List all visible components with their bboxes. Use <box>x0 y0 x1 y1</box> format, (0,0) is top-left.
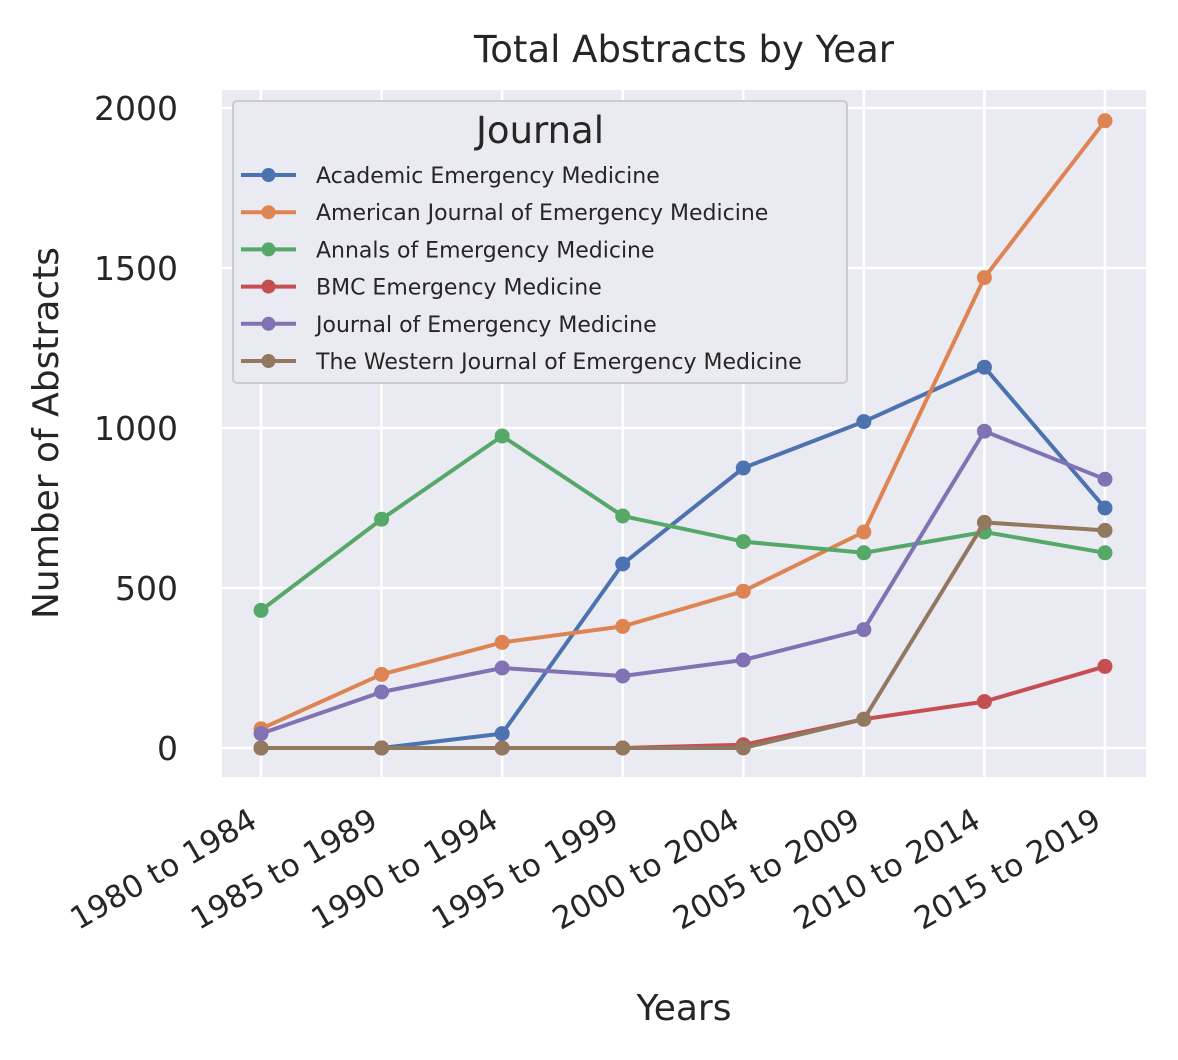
series-line <box>259 520 1107 750</box>
data-point <box>374 684 390 700</box>
y-tick-label: 1000 <box>94 409 178 448</box>
legend-entries: Academic Emergency Medicine American Jour… <box>241 164 802 375</box>
data-point <box>856 414 872 430</box>
series-6 <box>253 514 1113 756</box>
legend-marker <box>261 279 276 294</box>
data-point <box>494 428 510 444</box>
legend-label: Journal of Emergency Medicine <box>314 313 657 338</box>
legend-entry: The Western Journal of Emergency Medicin… <box>241 350 802 375</box>
y-tick-label: 2000 <box>94 89 178 128</box>
legend-title: Journal <box>474 109 604 152</box>
y-axis-label: Number of Abstracts <box>26 247 67 619</box>
legend: Journal Academic Emergency Medicine Ameri… <box>232 100 848 384</box>
data-point <box>976 423 992 439</box>
series-line <box>259 118 1107 731</box>
series-line <box>259 434 1107 613</box>
series-2 <box>253 113 1113 737</box>
legend-label: American Journal of Emergency Medicine <box>316 201 768 226</box>
data-point <box>976 694 992 710</box>
data-point <box>735 460 751 476</box>
data-point <box>615 556 631 572</box>
y-tick-labels: 0 500 1000 1500 2000 <box>94 89 178 768</box>
data-point <box>735 740 751 756</box>
data-point <box>615 508 631 524</box>
series-line <box>259 365 1107 750</box>
data-point <box>976 359 992 375</box>
data-point <box>494 726 510 742</box>
legend-label: The Western Journal of Emergency Medicin… <box>315 350 802 375</box>
series-line <box>259 429 1107 736</box>
data-point <box>253 740 269 756</box>
data-point <box>374 511 390 527</box>
legend-entry: American Journal of Emergency Medicine <box>241 201 768 226</box>
data-point <box>1097 113 1113 129</box>
data-point <box>856 545 872 561</box>
legend-frame <box>232 100 848 384</box>
chart-title: Total Abstracts by Year <box>473 28 895 71</box>
data-point <box>1097 658 1113 674</box>
y-tick-label: 500 <box>115 569 178 608</box>
data-point <box>494 660 510 676</box>
data-point <box>615 618 631 634</box>
data-point <box>494 634 510 650</box>
legend-label: Annals of Emergency Medicine <box>316 238 655 263</box>
series-5 <box>253 423 1113 742</box>
data-point <box>1097 522 1113 538</box>
legend-entry: Journal of Emergency Medicine <box>241 313 657 338</box>
legend-marker <box>261 354 276 368</box>
data-point <box>1097 500 1113 516</box>
data-point <box>374 666 390 682</box>
data-point <box>856 622 872 638</box>
data-point <box>374 740 390 756</box>
data-point <box>856 711 872 727</box>
legend-marker <box>261 316 276 331</box>
data-point <box>735 534 751 550</box>
y-tick-label: 1500 <box>94 249 178 288</box>
data-point <box>1097 471 1113 487</box>
data-point <box>735 652 751 668</box>
data-point <box>253 602 269 618</box>
data-point <box>1097 545 1113 561</box>
data-point <box>856 524 872 540</box>
legend-marker <box>261 168 276 182</box>
data-point <box>976 270 992 286</box>
y-tick-label: 0 <box>157 729 178 768</box>
series-layer <box>253 113 1113 756</box>
data-point <box>253 726 269 742</box>
legend-label: BMC Emergency Medicine <box>316 276 602 301</box>
legend-label: Academic Emergency Medicine <box>316 164 660 189</box>
data-point <box>615 668 631 684</box>
data-point <box>976 514 992 530</box>
data-point <box>494 740 510 756</box>
legend-entry: BMC Emergency Medicine <box>241 276 602 301</box>
legend-entry: Academic Emergency Medicine <box>241 164 660 189</box>
data-point <box>735 583 751 599</box>
x-axis-label: Years <box>636 988 732 1029</box>
legend-marker <box>261 205 276 220</box>
legend-marker <box>261 242 276 257</box>
data-point <box>615 740 631 756</box>
legend-entry: Annals of Emergency Medicine <box>241 238 655 263</box>
